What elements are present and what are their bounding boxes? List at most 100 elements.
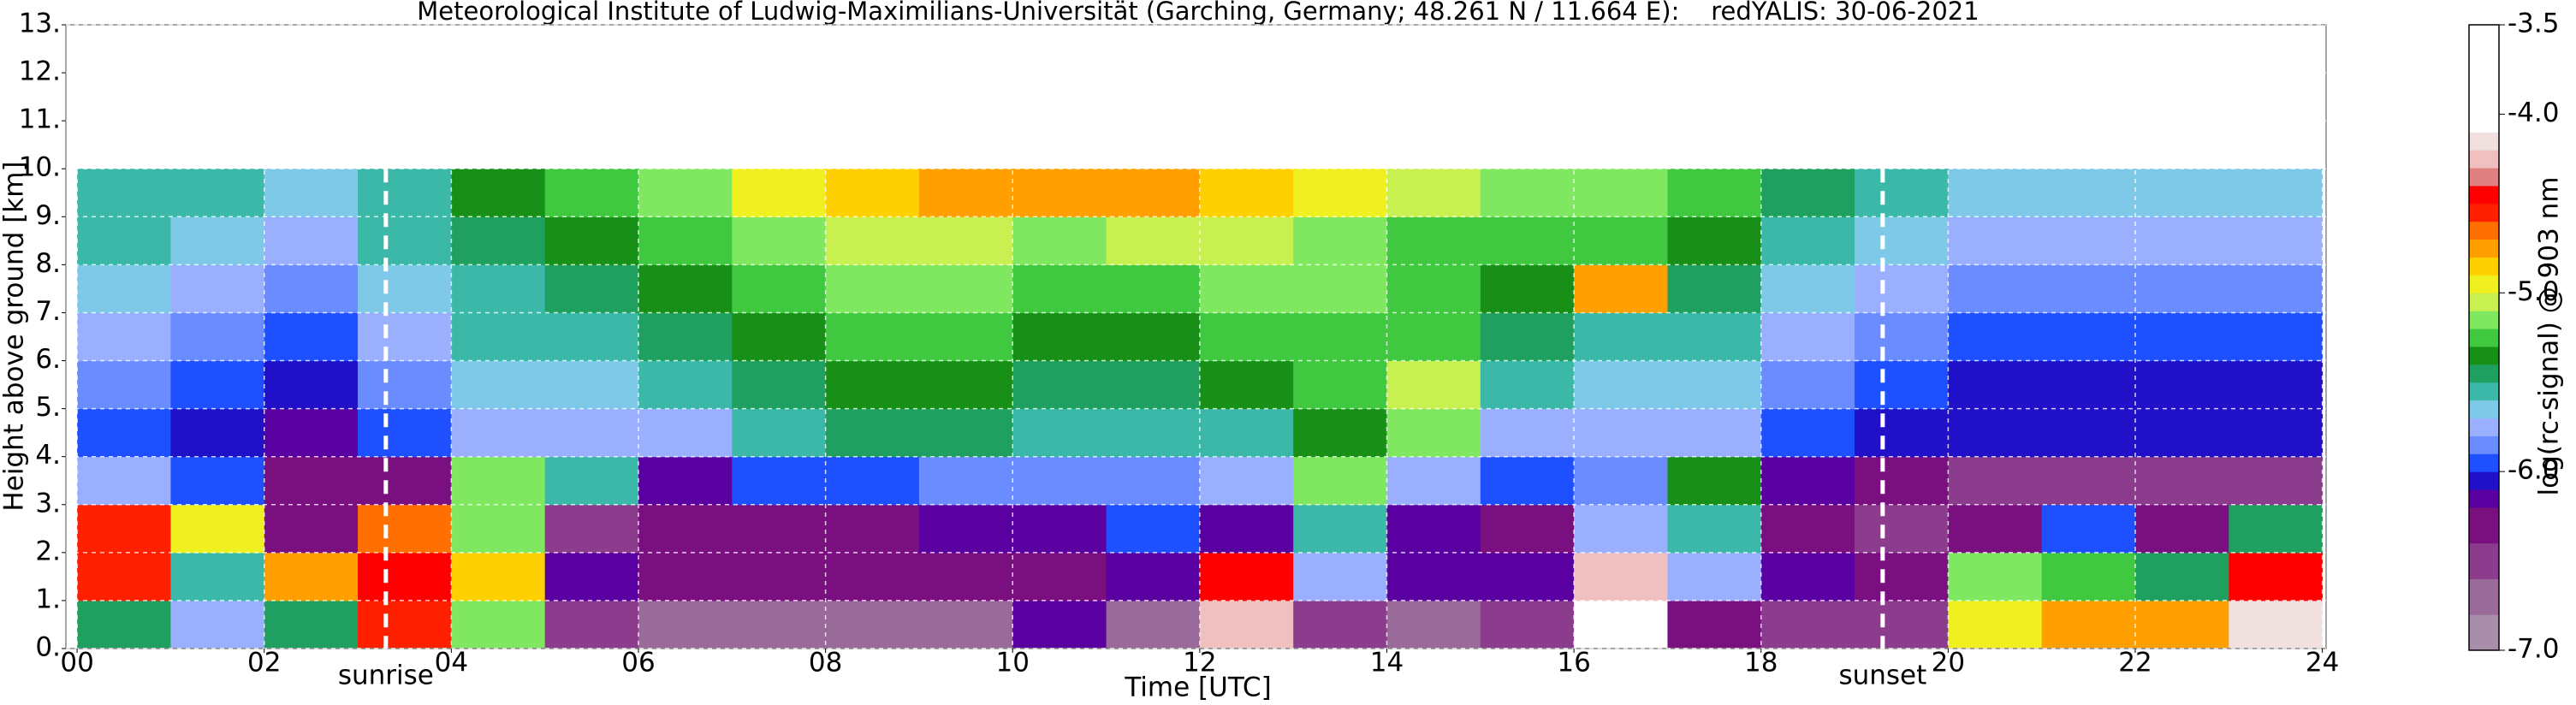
heatmap-cell bbox=[1293, 360, 1387, 410]
heatmap-cell bbox=[264, 169, 359, 217]
heatmap-cell bbox=[77, 216, 171, 265]
heatmap-cell bbox=[1199, 169, 1294, 217]
heatmap-cell bbox=[1480, 169, 1575, 217]
heatmap-cell bbox=[2135, 312, 2229, 362]
y-tick-label: 11. bbox=[19, 104, 61, 135]
heatmap-cell bbox=[77, 360, 171, 410]
heatmap-cell bbox=[732, 600, 827, 649]
heatmap-cell bbox=[451, 600, 546, 649]
colorbar-band bbox=[2469, 293, 2499, 311]
colorbar-band bbox=[2469, 507, 2499, 544]
y-tick-label: 8. bbox=[35, 248, 61, 279]
colorbar-band bbox=[2469, 418, 2499, 436]
heatmap-cell bbox=[1574, 600, 1668, 649]
heatmap-cell bbox=[170, 408, 265, 458]
heatmap-cell bbox=[544, 312, 639, 362]
heatmap-cell bbox=[2229, 456, 2324, 506]
heatmap-cell bbox=[2041, 504, 2136, 554]
heatmap-cell bbox=[1855, 169, 1949, 217]
heatmap-cell bbox=[918, 312, 1013, 362]
heatmap-cell bbox=[1199, 408, 1294, 458]
heatmap-cell bbox=[638, 456, 733, 506]
heatmap-cell bbox=[1199, 216, 1294, 265]
heatmap-cell bbox=[918, 169, 1013, 217]
heatmap-cell bbox=[2229, 216, 2324, 265]
heatmap-cell bbox=[1948, 456, 2043, 506]
heatmap-cell bbox=[1574, 408, 1668, 458]
heatmap-cell bbox=[918, 264, 1013, 313]
heatmap-cell bbox=[358, 216, 452, 265]
heatmap-cell bbox=[1106, 264, 1201, 313]
heatmap-cell bbox=[1760, 552, 1855, 601]
heatmap-cell bbox=[544, 600, 639, 649]
heatmap-cell bbox=[358, 552, 452, 601]
heatmap-cell bbox=[2229, 312, 2324, 362]
heatmap-cell bbox=[918, 552, 1013, 601]
heatmap-cell bbox=[1855, 216, 1949, 265]
heatmap-cell bbox=[732, 408, 827, 458]
heatmap-cell bbox=[1948, 600, 2043, 649]
heatmap-cell bbox=[170, 360, 265, 410]
heatmap-cell bbox=[732, 169, 827, 217]
heatmap-cell bbox=[1667, 600, 1762, 649]
colorbar-band bbox=[2469, 435, 2499, 454]
heatmap-cell bbox=[825, 216, 920, 265]
heatmap-cell bbox=[825, 456, 920, 506]
heatmap-cell bbox=[2229, 360, 2324, 410]
y-tick-label: 1. bbox=[35, 584, 61, 614]
heatmap-cell bbox=[1760, 600, 1855, 649]
heatmap-cell bbox=[1293, 216, 1387, 265]
heatmap-cell bbox=[825, 504, 920, 554]
heatmap-cell bbox=[1012, 552, 1107, 601]
heatmap-cell bbox=[1667, 360, 1762, 410]
heatmap-cell bbox=[451, 504, 546, 554]
heatmap-cell bbox=[1386, 600, 1481, 649]
heatmap-cell bbox=[1106, 169, 1201, 217]
heatmap-cell bbox=[544, 456, 639, 506]
heatmap-cell bbox=[544, 216, 639, 265]
heatmap-cell bbox=[2135, 216, 2229, 265]
colorbar-tick-label: -4.0 bbox=[2508, 98, 2560, 128]
heatmap-cell bbox=[2041, 360, 2136, 410]
heatmap-cell bbox=[2229, 552, 2324, 601]
heatmap-cell bbox=[77, 169, 171, 217]
heatmap-cell bbox=[1386, 216, 1481, 265]
heatmap-cell bbox=[264, 312, 359, 362]
heatmap-cell bbox=[77, 264, 171, 313]
heatmap-cell bbox=[451, 169, 546, 217]
heatmap-cell bbox=[1667, 216, 1762, 265]
heatmap-cell bbox=[2041, 552, 2136, 601]
heatmap-cell bbox=[264, 552, 359, 601]
heatmap-cell bbox=[170, 552, 265, 601]
heatmap-cell bbox=[358, 360, 452, 410]
heatmap-cell bbox=[825, 408, 920, 458]
heatmap-cell bbox=[358, 456, 452, 506]
heatmap-cell bbox=[77, 312, 171, 362]
heatmap-cell bbox=[1293, 552, 1387, 601]
heatmap-cell bbox=[1480, 408, 1575, 458]
heatmap-cell bbox=[1012, 456, 1107, 506]
heatmap-cell bbox=[1948, 264, 2043, 313]
heatmap-cell bbox=[638, 216, 733, 265]
heatmap-cell bbox=[451, 456, 546, 506]
heatmap-cell bbox=[2135, 600, 2229, 649]
heatmap-cell bbox=[451, 552, 546, 601]
heatmap-cell bbox=[732, 216, 827, 265]
heatmap-cell bbox=[2135, 456, 2229, 506]
heatmap-cell bbox=[2041, 456, 2136, 506]
heatmap-cell bbox=[1760, 456, 1855, 506]
heatmap-cell bbox=[264, 504, 359, 554]
heatmap-cell bbox=[1012, 408, 1107, 458]
heatmap-cell bbox=[1574, 169, 1668, 217]
heatmap-cell bbox=[1760, 312, 1855, 362]
heatmap-cell bbox=[1574, 552, 1668, 601]
colorbar-band bbox=[2469, 471, 2499, 490]
heatmap-cell bbox=[451, 360, 546, 410]
heatmap-cell bbox=[1293, 504, 1387, 554]
heatmap-cell bbox=[77, 504, 171, 554]
heatmap-cell bbox=[544, 504, 639, 554]
heatmap-cell bbox=[1760, 360, 1855, 410]
heatmap-cell bbox=[1855, 312, 1949, 362]
colorbar-band bbox=[2469, 578, 2499, 615]
heatmap-cell bbox=[825, 552, 920, 601]
